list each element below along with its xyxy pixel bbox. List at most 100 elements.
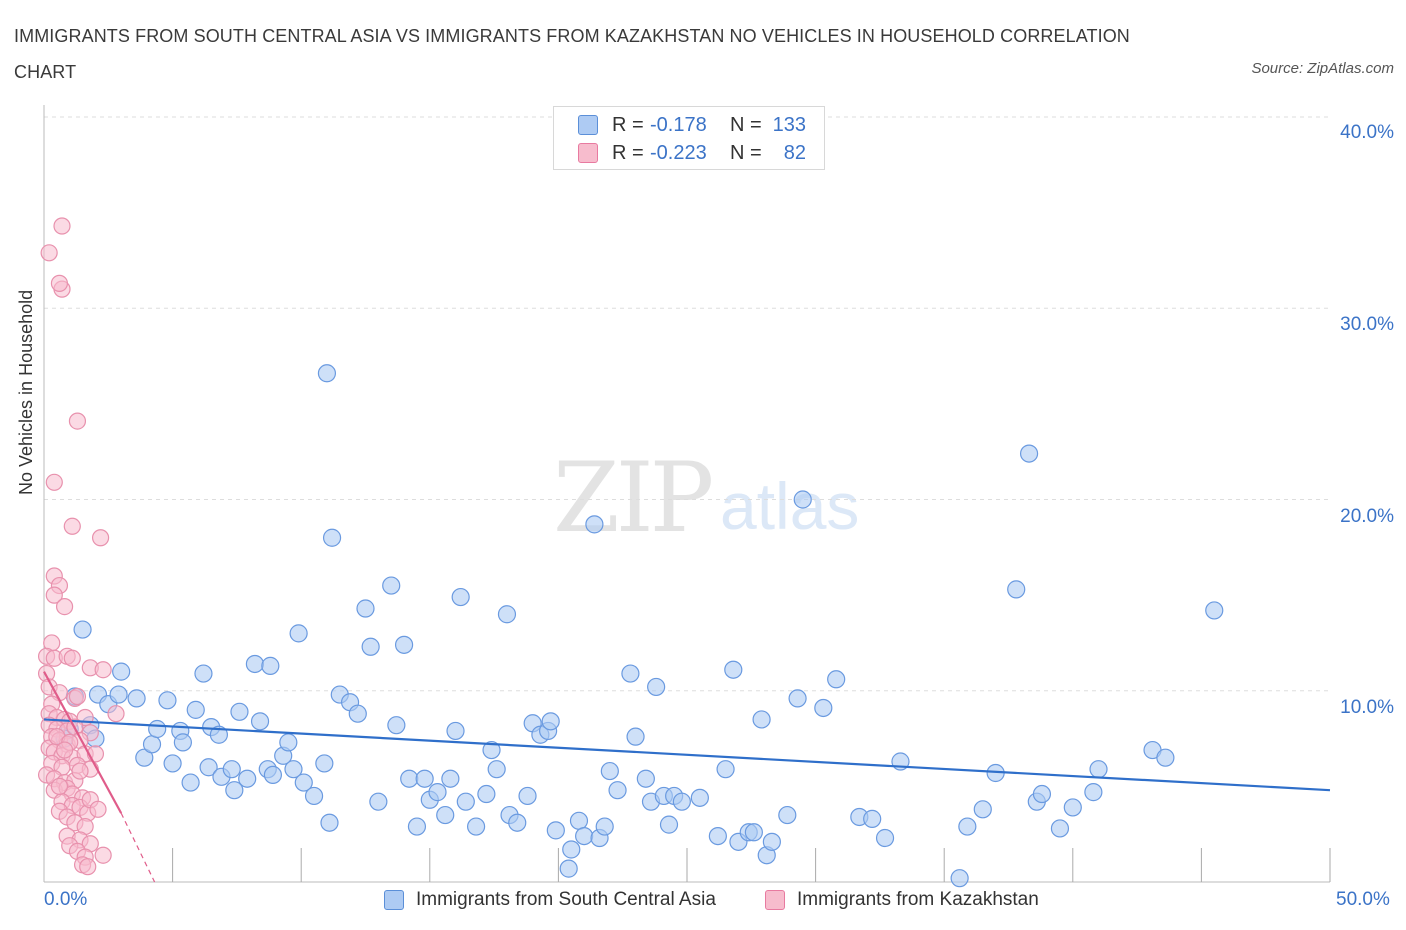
pink-point	[94, 661, 112, 679]
blue-point	[112, 662, 131, 681]
blue-point	[690, 788, 709, 807]
blue-point	[724, 660, 743, 679]
blue-point	[304, 786, 324, 806]
blue-point	[209, 725, 228, 744]
legend-swatch-pink	[765, 890, 785, 910]
blue-point	[263, 765, 283, 785]
y-tick-label: 10.0%	[1340, 697, 1394, 718]
watermark-zip: ZIP	[553, 442, 714, 554]
blue-point	[73, 620, 92, 639]
blue-point	[487, 760, 506, 779]
legend-n-value: 133	[772, 113, 806, 136]
blue-point	[1205, 601, 1224, 620]
x-tick-label-min: 0.0%	[44, 889, 88, 910]
blue-point	[456, 792, 475, 811]
y-tick-label: 40.0%	[1340, 122, 1394, 143]
blue-point	[230, 702, 249, 721]
blue-point	[142, 735, 162, 754]
blue-point	[407, 817, 427, 836]
blue-point	[356, 599, 375, 618]
blue-point	[181, 773, 200, 792]
blue-point	[320, 813, 339, 832]
pink-point	[63, 517, 81, 535]
pink-point	[71, 762, 89, 780]
pink-point	[53, 217, 71, 235]
blue-point	[600, 761, 619, 781]
blue-point	[1032, 784, 1052, 804]
blue-point	[1007, 580, 1026, 599]
pink-trend-extension	[120, 812, 156, 883]
blue-point	[1050, 819, 1070, 838]
blue-point	[225, 781, 244, 800]
blue-point	[546, 821, 565, 840]
blue-point	[716, 760, 735, 779]
legend-swatch-pink	[578, 143, 598, 163]
blue-point	[659, 815, 679, 834]
blue-point	[382, 576, 401, 595]
legend-item-south-central-asia[interactable]: Immigrants from South Central Asia	[384, 889, 716, 911]
blue-point	[158, 691, 177, 710]
pink-point	[91, 529, 110, 547]
legend-r-label: R =	[612, 113, 644, 136]
blue-point	[595, 817, 614, 836]
blue-point	[744, 823, 763, 842]
blue-point	[575, 826, 594, 846]
blue-point	[973, 800, 992, 819]
blue-point	[752, 710, 771, 729]
blue-trend-line	[43, 718, 1331, 792]
pink-point	[79, 858, 97, 876]
pink-point	[68, 412, 87, 430]
blue-point	[315, 754, 334, 773]
pink-point	[50, 274, 69, 292]
blue-point	[250, 712, 270, 731]
blue-point	[518, 786, 537, 806]
legend-swatch-blue	[384, 890, 404, 910]
pink-point	[94, 846, 112, 864]
blue-point	[621, 664, 640, 683]
blue-point	[1089, 760, 1108, 779]
blue-point	[428, 783, 447, 802]
correlation-legend: R = -0.178 N = 133 R = -0.223 N = 82	[553, 106, 825, 170]
blue-point	[361, 637, 380, 656]
pink-point	[63, 649, 81, 667]
blue-point	[369, 792, 388, 811]
blue-point	[950, 869, 969, 888]
blue-point	[436, 805, 455, 825]
blue-point	[569, 811, 589, 830]
blue-point	[788, 689, 807, 708]
blue-point	[827, 670, 846, 689]
pink-point	[50, 777, 69, 795]
blue-point	[541, 712, 560, 731]
blue-point	[647, 677, 666, 697]
blue-point	[415, 769, 434, 788]
pink-point	[45, 473, 63, 491]
blue-point	[875, 828, 895, 848]
legend-item-kazakhstan[interactable]: Immigrants from Kazakhstan	[765, 889, 1039, 911]
blue-point	[863, 809, 882, 828]
blue-point	[508, 813, 527, 832]
blue-point	[626, 727, 645, 746]
blue-point	[477, 784, 496, 804]
x-tick-label-max: 50.0%	[1336, 889, 1390, 910]
blue-point	[708, 826, 727, 846]
blue-point	[194, 664, 213, 683]
blue-point	[608, 781, 627, 800]
legend-row-south-central-asia: R = -0.178 N = 133	[578, 112, 806, 138]
blue-point	[1084, 783, 1103, 802]
blue-point	[1019, 444, 1039, 463]
legend-n-label: N =	[730, 113, 762, 136]
pink-trend-line	[43, 671, 123, 814]
blue-point	[109, 685, 128, 704]
y-tick-label: 30.0%	[1340, 314, 1394, 335]
legend-r-label: R =	[612, 141, 644, 164]
y-tick-label: 20.0%	[1340, 506, 1394, 527]
blue-point	[958, 817, 977, 836]
blue-point	[387, 716, 406, 735]
series-legend: Immigrants from South Central Asia Immig…	[0, 889, 1406, 915]
legend-label: Immigrants from Kazakhstan	[797, 889, 1039, 910]
blue-point	[762, 832, 781, 851]
legend-n-label: N =	[730, 141, 762, 164]
blue-point	[173, 733, 192, 752]
blue-point	[1063, 798, 1082, 817]
blue-point	[562, 840, 581, 859]
